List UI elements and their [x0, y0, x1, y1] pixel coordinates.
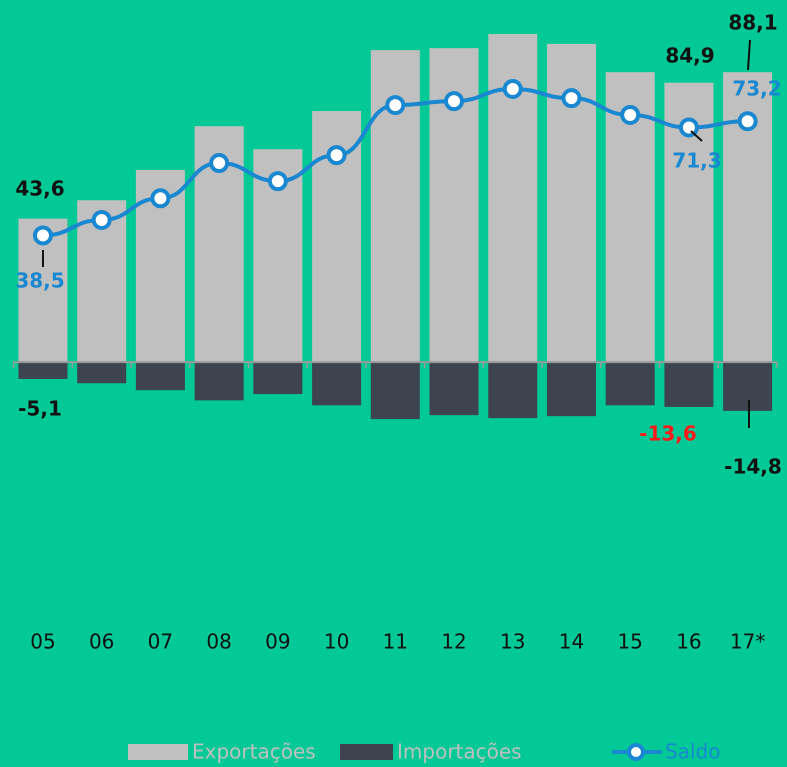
x-tick-label: 07 — [148, 630, 173, 654]
marker — [326, 145, 347, 166]
leader-line — [747, 39, 751, 71]
data-label: 71,3 — [672, 149, 721, 173]
bar — [370, 362, 420, 420]
data-label: -5,1 — [18, 397, 62, 421]
x-tick-label: 16 — [676, 630, 701, 654]
bar — [488, 362, 538, 419]
marker — [150, 188, 171, 209]
bar — [253, 362, 303, 395]
x-tick-label: 10 — [324, 630, 349, 654]
data-label: 84,9 — [665, 44, 714, 68]
marker — [32, 225, 53, 246]
x-tick-label: 17* — [730, 630, 765, 654]
x-tick-label: 15 — [617, 630, 642, 654]
data-label: 38,5 — [15, 269, 64, 293]
marker — [91, 209, 112, 230]
marker — [561, 88, 582, 109]
marker — [737, 111, 758, 132]
x-tick-label: 12 — [441, 630, 466, 654]
data-label: -14,8 — [724, 455, 782, 479]
legend-swatch — [340, 744, 393, 760]
x-tick-label: 13 — [500, 630, 525, 654]
bar — [429, 362, 479, 416]
marker — [444, 91, 465, 112]
marker — [267, 171, 288, 192]
bar — [18, 362, 68, 379]
bar — [194, 362, 244, 401]
data-label: 88,1 — [728, 11, 777, 35]
data-label: -13,6 — [639, 422, 697, 446]
x-tick-label: 09 — [265, 630, 290, 654]
bar — [312, 362, 362, 406]
marker — [385, 95, 406, 116]
data-label: 73,2 — [732, 77, 781, 101]
bar — [605, 362, 655, 406]
marker — [620, 104, 641, 125]
bar — [546, 362, 596, 417]
x-tick-label: 14 — [559, 630, 584, 654]
x-tick-label: 06 — [89, 630, 114, 654]
leader-line — [690, 130, 703, 142]
legend-swatch — [128, 744, 188, 760]
legend-label: Saldo — [665, 740, 720, 764]
legend-label: Importações — [397, 740, 522, 764]
marker — [502, 78, 523, 99]
legend-label: Exportações — [192, 740, 316, 764]
bar — [135, 362, 185, 391]
data-label: 43,6 — [15, 177, 64, 201]
x-tick-label: 05 — [30, 630, 55, 654]
x-tick-label: 11 — [383, 630, 408, 654]
bar — [723, 362, 773, 411]
bar — [77, 362, 127, 384]
marker — [209, 153, 230, 174]
x-tick-label: 08 — [206, 630, 231, 654]
bar — [664, 362, 714, 407]
legend-marker — [627, 743, 645, 761]
